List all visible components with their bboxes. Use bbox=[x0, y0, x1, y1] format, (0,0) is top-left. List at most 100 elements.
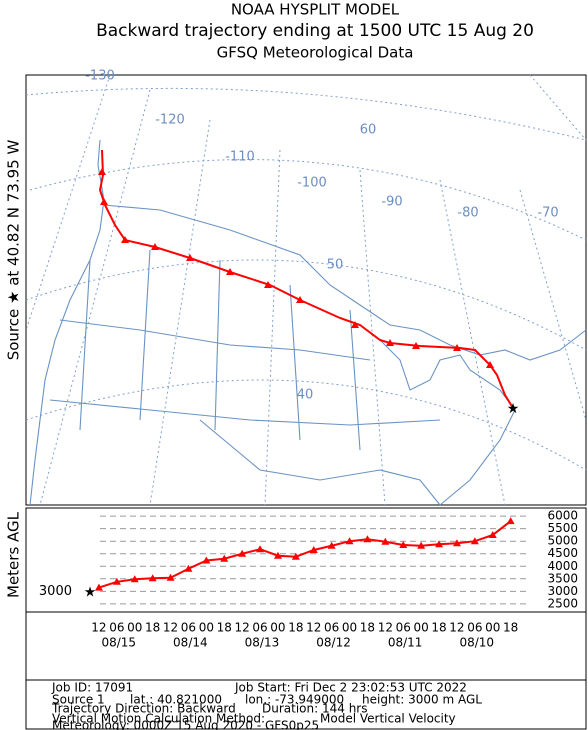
height-marker bbox=[184, 564, 193, 572]
y-tick-label: 3000 bbox=[547, 584, 578, 598]
height-marker bbox=[345, 537, 354, 545]
date-label: 08/13 bbox=[245, 636, 280, 650]
trajectory-markers bbox=[98, 168, 494, 368]
source-star: ★ bbox=[507, 401, 520, 417]
info-text: Duration: 144 hrs bbox=[262, 702, 368, 716]
graticule-label: -120 bbox=[155, 113, 185, 128]
info-text: Model Vertical Velocity bbox=[320, 712, 456, 726]
graticule-label: -80 bbox=[457, 206, 478, 221]
x-tick-label: 00 bbox=[342, 621, 357, 635]
graticule bbox=[25, 74, 587, 506]
info: Job ID: 17091 Job Start: Fri Dec 2 23:02… bbox=[51, 681, 482, 726]
x-tick-label: 12 bbox=[378, 621, 393, 635]
map-frame bbox=[25, 74, 587, 506]
info-box bbox=[25, 679, 587, 730]
graticule-label: -100 bbox=[297, 176, 327, 191]
x-tick-label: 18 bbox=[503, 621, 518, 635]
title-3: GFSQ Meteorological Data bbox=[217, 44, 414, 62]
graticule-label: -70 bbox=[537, 206, 558, 221]
info-text: Trajectory Direction: Backward bbox=[51, 702, 236, 716]
y-tick-label: 4000 bbox=[547, 559, 578, 573]
geography bbox=[29, 139, 587, 506]
date-label: 08/15 bbox=[101, 636, 136, 650]
x-tick-label: 12 bbox=[163, 621, 178, 635]
title-1: NOAA HYSPLIT MODEL bbox=[231, 1, 400, 19]
height-line bbox=[98, 520, 512, 589]
y-tick-label: 6000 bbox=[547, 509, 578, 523]
info-text: Job Start: Fri Dec 2 23:02:53 UTC 2022 bbox=[234, 681, 467, 695]
x-tick-label: 06 bbox=[109, 621, 124, 635]
height-marker bbox=[238, 549, 247, 557]
info-text: Job ID: 17091 bbox=[51, 681, 133, 695]
height-marker bbox=[130, 575, 139, 583]
height-marker bbox=[202, 556, 211, 564]
x-tick-label: 06 bbox=[252, 621, 267, 635]
height-marker bbox=[220, 554, 229, 562]
date-label: 08/10 bbox=[459, 636, 494, 650]
title-2: Backward trajectory ending at 1500 UTC 1… bbox=[96, 21, 534, 41]
height-marker bbox=[399, 540, 408, 548]
height-marker bbox=[166, 573, 175, 581]
info-text: lat.: 40.821000 bbox=[130, 693, 222, 707]
height-marker bbox=[363, 535, 372, 543]
source-height-label: 3000 bbox=[39, 584, 72, 599]
y-tick-label: 5000 bbox=[547, 534, 578, 548]
height-marker bbox=[435, 540, 444, 548]
graticule-label: -90 bbox=[381, 195, 402, 210]
x-tick-label: 18 bbox=[145, 621, 160, 635]
y-tick-label: 2500 bbox=[547, 596, 578, 610]
info-text: Meteorology: 0000Z 15 Aug 2020 - GFS0p25 bbox=[52, 719, 319, 730]
date-label: 08/14 bbox=[173, 636, 208, 650]
x-tick-label: 18 bbox=[431, 621, 446, 635]
x-tick-label: 06 bbox=[467, 621, 482, 635]
date-label: 08/12 bbox=[316, 636, 351, 650]
height-marker bbox=[452, 539, 461, 547]
y-tick-label: 4500 bbox=[547, 546, 578, 560]
x-tick-label: 06 bbox=[396, 621, 411, 635]
graticule-label: 50 bbox=[327, 258, 344, 273]
height-marker bbox=[256, 545, 265, 553]
map: ★ bbox=[25, 74, 587, 506]
info-text: Source 1 bbox=[52, 693, 105, 707]
x-tick-label: 06 bbox=[181, 621, 196, 635]
height-marker bbox=[273, 551, 282, 559]
graticule-label: 40 bbox=[297, 388, 314, 403]
x-tick-label: 00 bbox=[485, 621, 500, 635]
info-text: height: 3000 m AGL bbox=[362, 693, 482, 707]
x-tick-label: 00 bbox=[270, 621, 285, 635]
y-tick-label: 5500 bbox=[547, 521, 578, 535]
graticule-label: -130 bbox=[85, 69, 115, 84]
height-marker bbox=[148, 574, 157, 582]
height-panel bbox=[25, 507, 587, 613]
height-marker bbox=[94, 583, 103, 591]
x-tick-label: 00 bbox=[199, 621, 214, 635]
height-marker bbox=[488, 530, 497, 538]
trajectory bbox=[98, 149, 514, 409]
x-tick-label: 18 bbox=[217, 621, 232, 635]
height-marker bbox=[470, 537, 479, 545]
x-tick-label: 12 bbox=[91, 621, 106, 635]
x-tick-label: 12 bbox=[235, 621, 250, 635]
x-tick-label: 00 bbox=[127, 621, 142, 635]
height-marker bbox=[327, 541, 336, 549]
height-marker bbox=[417, 541, 426, 549]
height-marker bbox=[291, 552, 300, 560]
x-tick-label: 18 bbox=[360, 621, 375, 635]
graticule-label: 60 bbox=[360, 123, 377, 138]
date-label: 08/11 bbox=[388, 636, 423, 650]
height-marker bbox=[112, 577, 121, 585]
graticule-label: -110 bbox=[225, 150, 255, 165]
height-marker bbox=[309, 545, 318, 553]
x-tick-label: 00 bbox=[414, 621, 429, 635]
source-star: ★ bbox=[84, 584, 97, 600]
x-tick-label: 12 bbox=[306, 621, 321, 635]
x-tick-label: 18 bbox=[288, 621, 303, 635]
info-text: Vertical Motion Calculation Method: bbox=[52, 712, 265, 726]
height-marker bbox=[506, 517, 515, 525]
info-text: lon.: -73.949000 bbox=[245, 693, 344, 707]
x-tick-label: 06 bbox=[324, 621, 339, 635]
x-tick-label: 12 bbox=[449, 621, 464, 635]
height-marker bbox=[381, 537, 390, 545]
y-tick-label: 3500 bbox=[547, 571, 578, 585]
